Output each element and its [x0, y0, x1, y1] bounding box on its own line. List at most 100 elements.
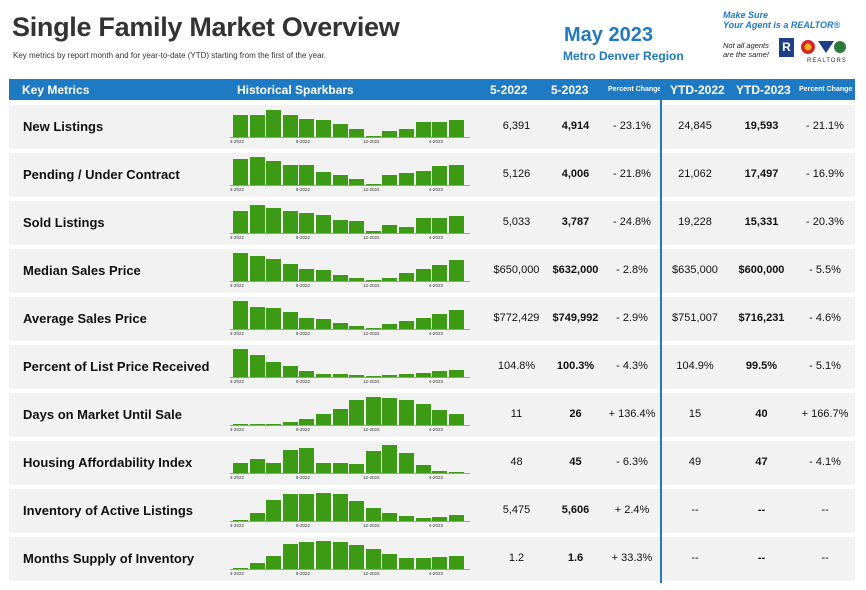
cell-prev: 5,033: [502, 216, 531, 228]
report-period: May 2023: [564, 24, 653, 46]
cell-ytd-curr: 15,331: [744, 216, 779, 228]
sparkbar: [283, 115, 298, 137]
sparkbar: [266, 208, 281, 233]
cell-ytd-curr: 40: [755, 408, 768, 420]
sparkbar-chart: 4-2022 8-2022 12-2022 4-2023: [230, 156, 470, 194]
cell-ytd-pct: - 21.1%: [806, 120, 844, 132]
cell-ytd-pct: + 166.7%: [801, 408, 849, 420]
cell-ytd-pct: - 5.1%: [809, 360, 841, 372]
sparkbar: [399, 516, 414, 521]
sparkbar: [416, 518, 431, 521]
cell-ytd-pct: - 20.3%: [806, 216, 844, 228]
sparkbar: [382, 445, 397, 473]
report-region: Metro Denver Region: [563, 49, 684, 63]
header-col-ytd-prev: YTD-2022: [670, 83, 725, 97]
sparkbar-tick-label: 8-2022: [296, 475, 311, 480]
cell-ytd-prev: --: [691, 552, 699, 564]
sparkbar: [382, 131, 397, 137]
table-row: Inventory of Active Listings 4-2022 8-2022…: [9, 489, 855, 533]
sparkbar: [266, 362, 281, 377]
cell-ytd-curr: $716,231: [738, 312, 785, 324]
sparkbar-chart: 4-2022 8-2022 12-2022 4-2023: [230, 540, 470, 578]
cell-ytd-prev: $751,007: [672, 312, 718, 324]
sparkbar: [449, 260, 464, 281]
sparkbar: [416, 171, 431, 185]
sparkbar: [299, 448, 314, 473]
cell-ytd-pct: - 16.9%: [806, 168, 844, 180]
sparkbar: [233, 159, 248, 185]
cell-ytd-curr: --: [757, 504, 766, 516]
sparkbar: [299, 269, 314, 281]
sparkbar: [382, 513, 397, 521]
sparkbar: [283, 366, 298, 377]
sparkbar-tick-label: 12-2022: [363, 571, 380, 576]
table-row: Average Sales Price 4-2022 8-2022 12-2022 4-…: [9, 297, 855, 341]
cell-curr: 4,914: [561, 120, 590, 132]
sparkbar-tick-label: 12-2022: [363, 379, 380, 384]
sparkbar: [316, 120, 331, 137]
sparkbar: [250, 563, 265, 569]
sparkbar-axis: [230, 521, 470, 522]
sparkbar-axis: [230, 185, 470, 186]
sparkbar-tick-label: 12-2022: [363, 523, 380, 528]
brand-note-line-1: Not all agents: [723, 41, 769, 50]
sparkbar: [316, 493, 331, 521]
sparkbar: [416, 404, 431, 425]
sparkbar: [233, 424, 248, 425]
cell-curr: 26: [569, 408, 582, 420]
sparkbar: [316, 374, 331, 377]
sparkbar: [349, 501, 364, 521]
sparkbar: [416, 122, 431, 137]
cell-pct: - 2.8%: [616, 264, 648, 276]
cell-prev: 48: [510, 456, 523, 468]
cell-pct: - 24.8%: [613, 216, 651, 228]
sparkbar: [432, 314, 447, 329]
sparkbar-chart: 4-2022 8-2022 12-2022 4-2023: [230, 108, 470, 146]
cell-pct: - 23.1%: [613, 120, 651, 132]
sparkbar: [233, 115, 248, 137]
cell-pct: - 4.3%: [616, 360, 648, 372]
sparkbar: [250, 424, 265, 425]
cell-prev: $772,429: [493, 312, 540, 324]
sparkbar: [399, 321, 414, 329]
cell-ytd-pct: - 4.6%: [809, 312, 841, 324]
sparkbar: [316, 319, 331, 329]
sparkbar-tick-label: 12-2022: [363, 139, 380, 144]
sparkbar-tick-label: 4-2023: [429, 139, 444, 144]
sparkbar: [416, 465, 431, 473]
sparkbar-tick-label: 4-2022: [230, 283, 245, 288]
sparkbar: [366, 397, 381, 425]
sparkbar-axis: [230, 281, 470, 282]
sparkbar: [250, 459, 265, 473]
sparkbar-tick-label: 4-2023: [429, 427, 444, 432]
sparkbar-tick-label: 12-2022: [363, 475, 380, 480]
sparkbar-tick-label: 4-2023: [429, 379, 444, 384]
sparkbar-tick-label: 8-2022: [296, 187, 311, 192]
sparkbar: [449, 515, 464, 521]
sparkbar-tick-label: 12-2022: [363, 283, 380, 288]
cell-ytd-prev: 49: [688, 456, 702, 468]
sparkbar: [416, 558, 431, 569]
sparkbar: [299, 213, 314, 233]
sparkbar: [416, 318, 431, 329]
sparkbar: [382, 554, 397, 569]
sparkbar: [233, 211, 248, 233]
sparkbar: [266, 110, 281, 137]
sparkbar-chart: 4-2022 8-2022 12-2022 4-2023: [230, 444, 470, 482]
sparkbar: [382, 278, 397, 281]
sparkbar-tick-label: 8-2022: [296, 139, 311, 144]
sparkbar: [449, 216, 464, 233]
sparkbar-tick-label: 4-2023: [429, 235, 444, 240]
sparkbar: [333, 542, 348, 569]
sparkbar-axis: [230, 377, 470, 378]
page-title: Single Family Market Overview: [12, 12, 400, 42]
header-col-pct: Percent Change: [608, 86, 662, 93]
header-sparkbars: Historical Sparkbars: [237, 83, 354, 97]
sparkbar-tick-label: 8-2022: [296, 283, 311, 288]
sparkbar-tick-label: 8-2022: [296, 331, 311, 336]
table-row: Days on Market Until Sale 4-2022 8-2022 12-…: [9, 393, 855, 437]
sparkbar: [399, 129, 414, 137]
cell-ytd-prev: --: [691, 504, 699, 516]
sparkbar-tick-label: 8-2022: [296, 235, 311, 240]
sparkbar-chart: 4-2022 8-2022 12-2022 4-2023: [230, 396, 470, 434]
